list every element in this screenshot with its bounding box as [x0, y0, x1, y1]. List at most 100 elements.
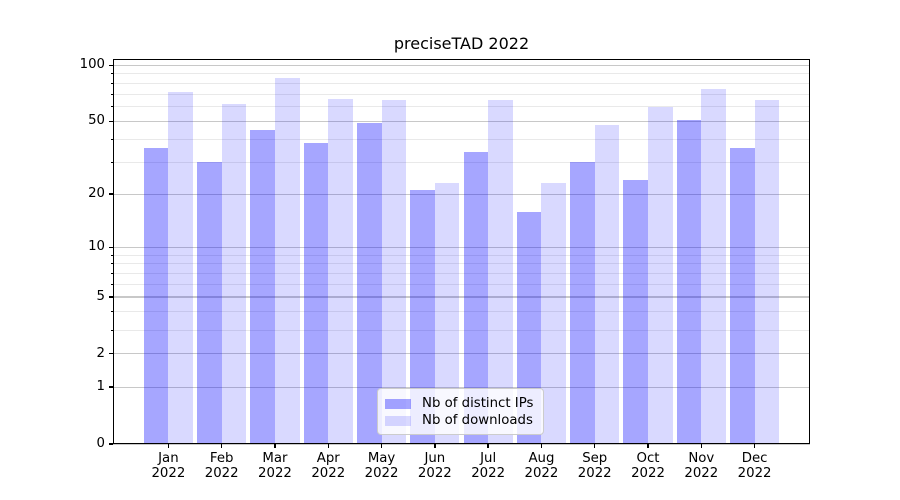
legend-item-downloads: Nb of downloads — [385, 413, 535, 429]
x-tick-label-month: Feb — [209, 451, 234, 466]
x-tick-label-year: 2022 — [684, 466, 719, 481]
x-tick-label-year: 2022 — [737, 466, 772, 481]
bar-distinct-ips — [623, 179, 648, 444]
bar-distinct-ips — [197, 162, 222, 444]
gridline-major — [113, 64, 810, 66]
x-tick — [487, 444, 489, 448]
x-tick-label: Dec 2022 — [725, 451, 785, 481]
bar-distinct-ips — [250, 129, 275, 444]
bar-downloads — [648, 106, 673, 444]
x-tick — [700, 444, 702, 448]
x-tick — [753, 444, 756, 448]
x-tick-label-year: 2022 — [417, 466, 452, 481]
bar-distinct-ips — [676, 119, 702, 444]
x-tick-label-month: Jul — [480, 451, 497, 466]
legend: Nb of distinct IPs Nb of downloads — [377, 388, 544, 435]
bar-downloads — [488, 100, 513, 444]
x-tick-label-month: May — [367, 451, 396, 466]
x-tick-label-year: 2022 — [524, 466, 559, 481]
bar-distinct-ips — [303, 143, 329, 444]
x-tick — [274, 444, 276, 448]
x-tick-label: Jun 2022 — [405, 451, 465, 481]
x-tick-label: Jan 2022 — [138, 451, 198, 481]
gridline-major — [113, 296, 810, 298]
bar-downloads — [221, 104, 247, 444]
x-tick-label-month: Jan — [158, 451, 179, 466]
x-tick — [647, 444, 649, 448]
x-tick-label-year: 2022 — [204, 466, 239, 481]
x-tick — [167, 444, 170, 448]
x-tick — [380, 444, 383, 448]
y-minor-tick — [110, 263, 113, 265]
gridline-minor — [113, 254, 810, 256]
gridline-major — [113, 193, 810, 195]
x-tick — [327, 444, 329, 448]
y-minor-tick — [110, 272, 113, 274]
y-tick-label: 5 — [96, 288, 105, 304]
bar-distinct-ips — [570, 162, 595, 444]
bar-downloads — [701, 88, 726, 444]
legend-label-downloads: Nb of downloads — [422, 413, 533, 428]
x-tick-label-year: 2022 — [151, 466, 186, 481]
gridline-minor — [113, 73, 810, 75]
gridline-major — [113, 246, 810, 248]
x-tick-label: Mar 2022 — [245, 451, 305, 481]
y-tick — [109, 120, 113, 122]
y-minor-tick — [110, 138, 113, 140]
gridline-minor — [113, 272, 810, 274]
bar-downloads — [541, 183, 567, 444]
y-tick — [109, 64, 113, 66]
y-tick-label: 50 — [88, 113, 105, 129]
gridline-minor — [113, 93, 810, 95]
legend-item-distinct-ips: Nb of distinct IPs — [385, 396, 535, 412]
y-tick — [109, 386, 113, 388]
y-minor-tick — [110, 82, 113, 84]
gridline-minor — [113, 82, 810, 84]
y-minor-tick — [110, 106, 113, 108]
gridline-major — [113, 386, 810, 388]
bar-downloads — [168, 91, 193, 444]
x-tick-label-month: Dec — [741, 451, 768, 466]
x-tick-label: Feb 2022 — [192, 451, 252, 481]
x-tick — [221, 444, 223, 448]
gridline-minor — [113, 283, 810, 285]
gridline-major — [113, 120, 810, 122]
x-tick — [540, 444, 543, 448]
bar-downloads — [594, 124, 620, 444]
bar-distinct-ips — [143, 147, 169, 444]
bar-distinct-ips — [730, 147, 755, 444]
y-tick-label: 100 — [79, 57, 105, 73]
x-tick-label-month: Jun — [424, 451, 446, 466]
y-tick — [109, 443, 113, 445]
x-tick — [594, 444, 596, 448]
x-tick-label-year: 2022 — [364, 466, 399, 481]
legend-label-distinct-ips: Nb of distinct IPs — [422, 396, 534, 411]
x-tick-label: Jul 2022 — [458, 451, 518, 481]
x-tick-label-month: Mar — [262, 451, 288, 466]
gridline-minor — [113, 138, 810, 140]
y-tick — [109, 193, 113, 195]
x-tick-label: Oct 2022 — [618, 451, 678, 481]
x-tick-label: Aug 2022 — [511, 451, 571, 481]
x-tick-label: Sep 2022 — [565, 451, 625, 481]
legend-swatch-distinct-ips-icon — [385, 399, 411, 409]
y-minor-tick — [110, 73, 113, 75]
x-tick-label-month: Apr — [316, 451, 340, 466]
x-tick-label-month: Aug — [528, 451, 555, 466]
y-tick — [109, 296, 113, 298]
chart-title: preciseTAD 2022 — [393, 34, 530, 53]
y-minor-tick — [110, 161, 113, 163]
gridline-minor — [113, 161, 810, 163]
x-tick-label: Nov 2022 — [671, 451, 731, 481]
x-tick-label-year: 2022 — [471, 466, 506, 481]
x-tick — [434, 444, 436, 448]
x-tick-label-month: Nov — [688, 451, 715, 466]
y-tick-label: 10 — [88, 239, 105, 255]
y-tick — [109, 246, 113, 248]
y-tick-label: 20 — [88, 186, 105, 202]
x-tick-label: Apr 2022 — [298, 451, 358, 481]
x-tick-label-year: 2022 — [631, 466, 665, 481]
y-tick-label: 2 — [96, 345, 105, 361]
bar-downloads — [274, 78, 300, 444]
y-tick — [109, 353, 113, 355]
